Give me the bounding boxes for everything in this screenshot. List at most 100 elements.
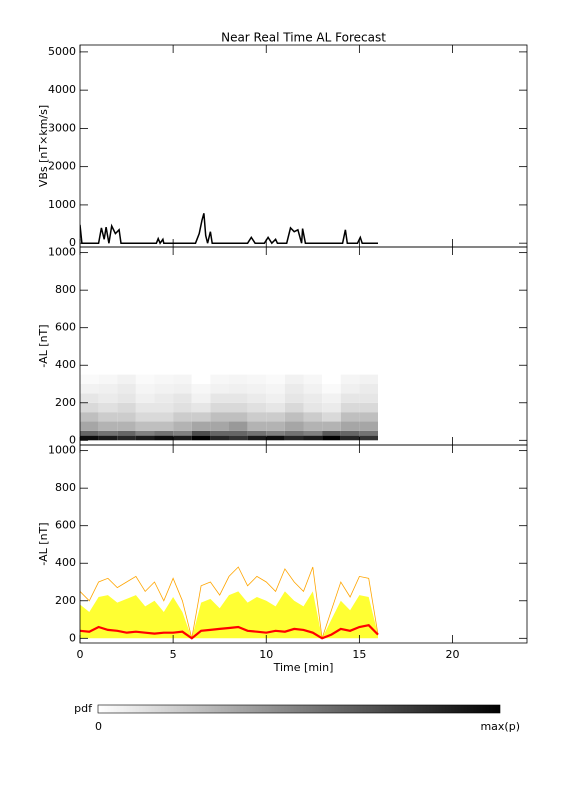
x-tick-label: 0 bbox=[77, 648, 84, 661]
area bbox=[80, 591, 378, 639]
y-axis-label: VBs [nT×km/s] bbox=[37, 105, 50, 187]
heat-cell bbox=[247, 430, 267, 436]
heat-cell bbox=[303, 421, 323, 431]
heat-cell bbox=[173, 374, 192, 385]
heat-cell bbox=[117, 384, 136, 394]
y-tick-label: 1000 bbox=[48, 444, 76, 457]
heat-cell bbox=[117, 412, 136, 422]
heat-cell bbox=[359, 374, 378, 385]
heat-cell bbox=[266, 412, 285, 422]
colorbar-min: 0 bbox=[95, 720, 102, 733]
heat-cell bbox=[266, 435, 285, 441]
heat-cell bbox=[359, 435, 378, 441]
heat-cell bbox=[284, 412, 304, 422]
heat-cell bbox=[135, 384, 155, 394]
heat-cell bbox=[266, 421, 285, 431]
x-axis-label: Time [min] bbox=[273, 661, 334, 674]
heat-cell bbox=[210, 421, 229, 431]
heat-cell bbox=[284, 402, 304, 413]
heat-cell bbox=[154, 435, 174, 441]
heat-cell bbox=[210, 435, 229, 441]
heat-cell bbox=[322, 412, 341, 422]
heat-cell bbox=[303, 412, 323, 422]
heat-cell bbox=[322, 374, 341, 385]
y-tick-label: 3000 bbox=[48, 121, 76, 134]
heat-cell bbox=[154, 402, 174, 413]
heat-cell bbox=[284, 393, 304, 403]
y-tick-label: 1000 bbox=[48, 198, 76, 211]
x-tick-label: 20 bbox=[446, 648, 460, 661]
line bbox=[80, 213, 378, 245]
heat-cell bbox=[117, 421, 136, 431]
heat-cell bbox=[229, 430, 248, 436]
y-axis-label: -AL [nT] bbox=[37, 522, 50, 565]
heat-cell bbox=[135, 421, 155, 431]
heat-cell bbox=[154, 374, 174, 385]
heat-cell bbox=[98, 430, 118, 436]
x-tick-label: 15 bbox=[352, 648, 366, 661]
heat-cell bbox=[135, 430, 155, 436]
y-tick-label: 400 bbox=[55, 556, 76, 569]
heat-cell bbox=[98, 384, 118, 394]
plot-area bbox=[80, 213, 378, 245]
heat-cell bbox=[340, 384, 360, 394]
heat-cell bbox=[117, 374, 136, 385]
heat-cell bbox=[340, 421, 360, 431]
heat-cell bbox=[229, 421, 248, 431]
heat-cell bbox=[80, 402, 99, 413]
heat-cell bbox=[247, 412, 267, 422]
heat-cell bbox=[173, 384, 192, 394]
heat-cell bbox=[229, 435, 248, 441]
heat-cell bbox=[191, 435, 211, 441]
y-tick-label: 0 bbox=[69, 433, 76, 446]
y-tick-label: 400 bbox=[55, 358, 76, 371]
heat-cell bbox=[359, 421, 378, 431]
heat-cell bbox=[135, 393, 155, 403]
heat-cell bbox=[247, 393, 267, 403]
heat-cell bbox=[173, 402, 192, 413]
heat-cell bbox=[247, 384, 267, 394]
heat-cell bbox=[173, 421, 192, 431]
heat-cell bbox=[266, 393, 285, 403]
heat-cell bbox=[322, 421, 341, 431]
y-tick-label: 2000 bbox=[48, 160, 76, 173]
y-tick-label: 5000 bbox=[48, 45, 76, 58]
heat-cell bbox=[340, 393, 360, 403]
heat-cell bbox=[359, 402, 378, 413]
heat-cell bbox=[303, 430, 323, 436]
heat-cell bbox=[229, 412, 248, 422]
heat-cell bbox=[98, 402, 118, 413]
heat-cell bbox=[154, 421, 174, 431]
heat-cell bbox=[359, 384, 378, 394]
heat-cell bbox=[266, 384, 285, 394]
heat-cell bbox=[229, 402, 248, 413]
heat-cell bbox=[284, 435, 304, 441]
heat-cell bbox=[98, 412, 118, 422]
heat-cell bbox=[266, 374, 285, 385]
heat-cell bbox=[229, 374, 248, 385]
heat-cell bbox=[229, 384, 248, 394]
y-tick-label: 1000 bbox=[48, 246, 76, 259]
heat-cell bbox=[229, 393, 248, 403]
heat-cell bbox=[210, 430, 229, 436]
heat-cell bbox=[359, 412, 378, 422]
heat-cell bbox=[303, 402, 323, 413]
heat-cell bbox=[173, 412, 192, 422]
heat-cell bbox=[154, 393, 174, 403]
heat-cell bbox=[117, 402, 136, 413]
heat-cell bbox=[173, 393, 192, 403]
heat-cell bbox=[303, 435, 323, 441]
heat-cell bbox=[210, 384, 229, 394]
heat-cell bbox=[135, 374, 155, 385]
heat-cell bbox=[98, 374, 118, 385]
heat-cell bbox=[340, 430, 360, 436]
heat-cell bbox=[210, 412, 229, 422]
heat-cell bbox=[191, 402, 211, 413]
heat-cell bbox=[359, 393, 378, 403]
heat-cell bbox=[340, 402, 360, 413]
y-tick-label: 600 bbox=[55, 519, 76, 532]
heat-cell bbox=[247, 421, 267, 431]
heat-cell bbox=[322, 402, 341, 413]
heat-cell bbox=[266, 402, 285, 413]
